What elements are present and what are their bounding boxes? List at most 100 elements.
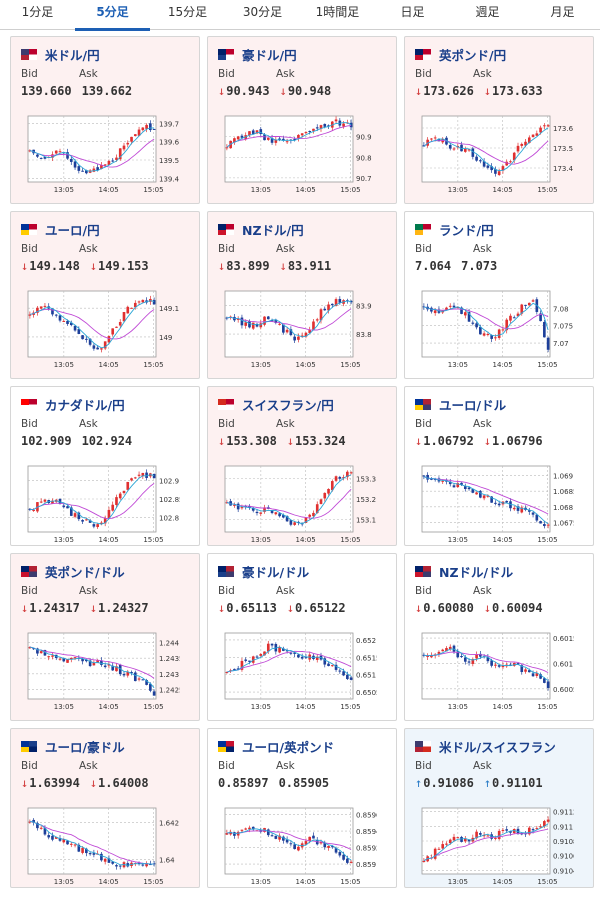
bid-label: Bid bbox=[218, 760, 235, 772]
mini-chart[interactable]: 90.9 90.8 90.7 13:05 14:05 15:05 bbox=[217, 110, 377, 196]
tab-0[interactable]: 1分足 bbox=[21, 5, 54, 19]
bid-label: Bid bbox=[415, 418, 432, 430]
currency-card[interactable]: NZドル/円 Bid Ask ↓ 83.899 ↓ 83.911 83.9 83.8 13:05 1… bbox=[207, 211, 397, 379]
candle-up bbox=[92, 662, 96, 666]
candle-down bbox=[73, 325, 77, 331]
currency-card[interactable]: ユーロ/豪ドル Bid Ask ↓ 1.63994 ↓ 1.64008 1.642 1.64 13… bbox=[10, 728, 200, 888]
x-tick-label: 14:05 bbox=[493, 186, 513, 194]
mini-chart[interactable]: 139.7 139.6 139.5 139.4 13:05 14:05 15:05 bbox=[20, 110, 180, 196]
currency-card[interactable]: 米ドル/スイスフランBidAsk↑0.91086↑0.911010.91120.… bbox=[404, 728, 594, 888]
mini-chart[interactable]: 0.652 0.6515 0.651 0.6505 13:05 14:05 15:05 bbox=[217, 627, 377, 713]
tab-1[interactable]: 5分足 bbox=[75, 0, 150, 31]
pair-name[interactable]: ユーロ/円 bbox=[45, 222, 100, 238]
currency-card[interactable]: 英ポンド/円 Bid Ask ↓ 173.626 ↓ 173.633 173.6 173.5 17… bbox=[404, 36, 594, 204]
ma-long-line bbox=[226, 488, 352, 519]
x-tick-label: 15:05 bbox=[340, 878, 360, 886]
x-tick-label: 14:05 bbox=[99, 703, 119, 711]
x-tick-label: 13:05 bbox=[54, 703, 74, 711]
mini-chart[interactable]: 153.3 153.2 153.1 13:05 14:05 15:05 bbox=[217, 460, 377, 546]
tab-4[interactable]: 1時間足 bbox=[315, 5, 360, 19]
currency-card[interactable]: ユーロ/ドルBidAsk↓1.06792↓1.067961.0691.06851… bbox=[404, 386, 594, 546]
tab-3[interactable]: 30分足 bbox=[242, 5, 283, 19]
mini-chart[interactable]: 102.9 102.85 102.8 13:05 14:05 15:05 bbox=[20, 460, 180, 546]
candle-up bbox=[92, 168, 96, 172]
candle-down bbox=[539, 313, 542, 322]
pair-name[interactable]: 英ポンド/円 bbox=[439, 47, 507, 63]
ma-long-line bbox=[423, 651, 549, 674]
currency-card[interactable]: 英ポンド/ドルBidAsk↓1.24317↓1.243271.2441.2435… bbox=[10, 553, 200, 721]
candle-up bbox=[130, 307, 133, 309]
pair-name[interactable]: ランド/円 bbox=[439, 222, 494, 238]
currency-card[interactable]: NZドル/ドルBidAsk↓0.60080↓0.600940.60150.601… bbox=[404, 553, 594, 721]
candle-down bbox=[497, 665, 501, 667]
y-tick-label: 0.8594 bbox=[356, 828, 377, 836]
pair-name[interactable]: ユーロ/ドル bbox=[439, 397, 507, 413]
candle-up bbox=[58, 151, 62, 153]
bid-label: Bid bbox=[218, 243, 235, 255]
tab-2[interactable]: 15分足 bbox=[167, 5, 208, 19]
ask-value: 0.85905 bbox=[278, 776, 330, 790]
candle-down bbox=[58, 838, 62, 841]
x-tick-label: 14:05 bbox=[296, 361, 316, 369]
candle-up bbox=[448, 839, 452, 844]
mini-chart[interactable]: 1.244 1.2435 1.243 1.2425 13:05 14:05 15:05 bbox=[20, 627, 180, 713]
y-tick-label: 149.1 bbox=[159, 305, 179, 313]
currency-card[interactable]: カナダドル/円BidAsk102.909102.924102.9102.8510… bbox=[10, 386, 200, 546]
candle-up bbox=[300, 335, 304, 337]
mini-chart[interactable]: 1.642 1.64 13:05 14:05 15:05 bbox=[20, 802, 180, 888]
mini-chart[interactable]: 1.069 1.0685 1.068 1.0675 13:05 14:05 15:05 bbox=[414, 460, 574, 546]
tab-5[interactable]: 日足 bbox=[400, 5, 425, 19]
tab-7[interactable]: 月足 bbox=[550, 5, 575, 19]
currency-card[interactable]: ユーロ/円 Bid Ask ↓ 149.148 ↓ 149.153 149.1 149 13:05… bbox=[10, 211, 200, 379]
candle-up bbox=[319, 309, 323, 321]
x-tick-label: 15:05 bbox=[537, 878, 557, 886]
flag-icon bbox=[21, 398, 37, 410]
pair-name[interactable]: カナダドル/円 bbox=[45, 397, 125, 413]
ma-long-line bbox=[423, 476, 549, 515]
candle-down bbox=[505, 500, 509, 503]
pair-name[interactable]: 豪ドル/円 bbox=[242, 47, 297, 63]
mini-chart[interactable]: 0.9112 0.911 0.9108 0.9106 0.9104 13:05 14:05 1… bbox=[414, 802, 574, 888]
pair-name[interactable]: スイスフラン/円 bbox=[242, 397, 334, 413]
pair-name[interactable]: ユーロ/英ポンド bbox=[242, 739, 335, 755]
candle-up bbox=[433, 137, 437, 139]
candle-down bbox=[225, 317, 229, 319]
candle-down bbox=[240, 317, 244, 326]
pair-name[interactable]: 英ポンド/ドル bbox=[45, 564, 125, 580]
pair-name[interactable]: NZドル/ドル bbox=[439, 564, 514, 580]
card-header: ユーロ/円 bbox=[21, 220, 100, 238]
mini-chart[interactable]: 7.08 7.075 7.07 13:05 14:05 15:05 bbox=[414, 285, 574, 371]
pair-name[interactable]: 米ドル/円 bbox=[45, 47, 100, 63]
mini-chart[interactable]: 83.9 83.8 13:05 14:05 15:05 bbox=[217, 285, 377, 371]
currency-card[interactable]: 米ドル/円 Bid Ask 139.660 139.662 139.7 139.6 139.5… bbox=[10, 36, 200, 204]
ask-value: 0.65122 bbox=[295, 601, 346, 615]
currency-card[interactable]: スイスフラン/円 Bid Ask ↓ 153.308 ↓ 153.324 153.3 153.2… bbox=[207, 386, 397, 546]
currency-card[interactable]: ユーロ/英ポンド Bid Ask 0.85897 0.85905 0.8596 0.8594… bbox=[207, 728, 397, 888]
mini-chart[interactable]: 173.6 173.5 173.4 13:05 14:05 15:05 bbox=[414, 110, 574, 196]
candle-up bbox=[486, 835, 490, 837]
candle-up bbox=[66, 659, 69, 663]
mini-chart[interactable]: 149.1 149 13:05 14:05 15:05 bbox=[20, 285, 180, 371]
candle-down bbox=[51, 308, 54, 315]
candle-down bbox=[422, 145, 426, 147]
currency-card[interactable]: 豪ドル/ドルBidAsk↓0.65113↓0.651220.6520.65150… bbox=[207, 553, 397, 721]
mini-chart[interactable]: 0.6015 0.601 0.6005 13:05 14:05 15:05 bbox=[414, 627, 574, 713]
candle-down bbox=[149, 864, 152, 866]
candle-up bbox=[505, 319, 509, 331]
currency-card[interactable]: 豪ドル/円 Bid Ask ↓ 90.943 ↓ 90.948 90.9 90.8 90.7 13:… bbox=[207, 36, 397, 204]
pair-name[interactable]: ユーロ/豪ドル bbox=[45, 739, 125, 755]
pair-name[interactable]: 米ドル/スイスフラン bbox=[439, 739, 556, 755]
candle-down bbox=[255, 511, 259, 514]
pair-name[interactable]: NZドル/円 bbox=[242, 222, 304, 238]
mini-chart[interactable]: 0.8596 0.8594 0.8592 0.859 13:05 14:05 15:05 bbox=[217, 802, 377, 888]
candle-up bbox=[475, 831, 478, 839]
currency-card[interactable]: ランド/円 Bid Ask 7.064 7.073 7.08 7.075 7.07 13:05 1… bbox=[404, 211, 594, 379]
quote-row: ↓ 149.148 ↓ 149.153 bbox=[21, 259, 149, 273]
candle-up bbox=[266, 137, 270, 140]
pair-name[interactable]: 豪ドル/ドル bbox=[242, 564, 310, 580]
x-tick-label: 13:05 bbox=[54, 186, 74, 194]
candle-down bbox=[300, 656, 304, 659]
candle-up bbox=[36, 307, 39, 313]
candle-down bbox=[88, 853, 92, 855]
tab-6[interactable]: 週足 bbox=[475, 5, 500, 19]
